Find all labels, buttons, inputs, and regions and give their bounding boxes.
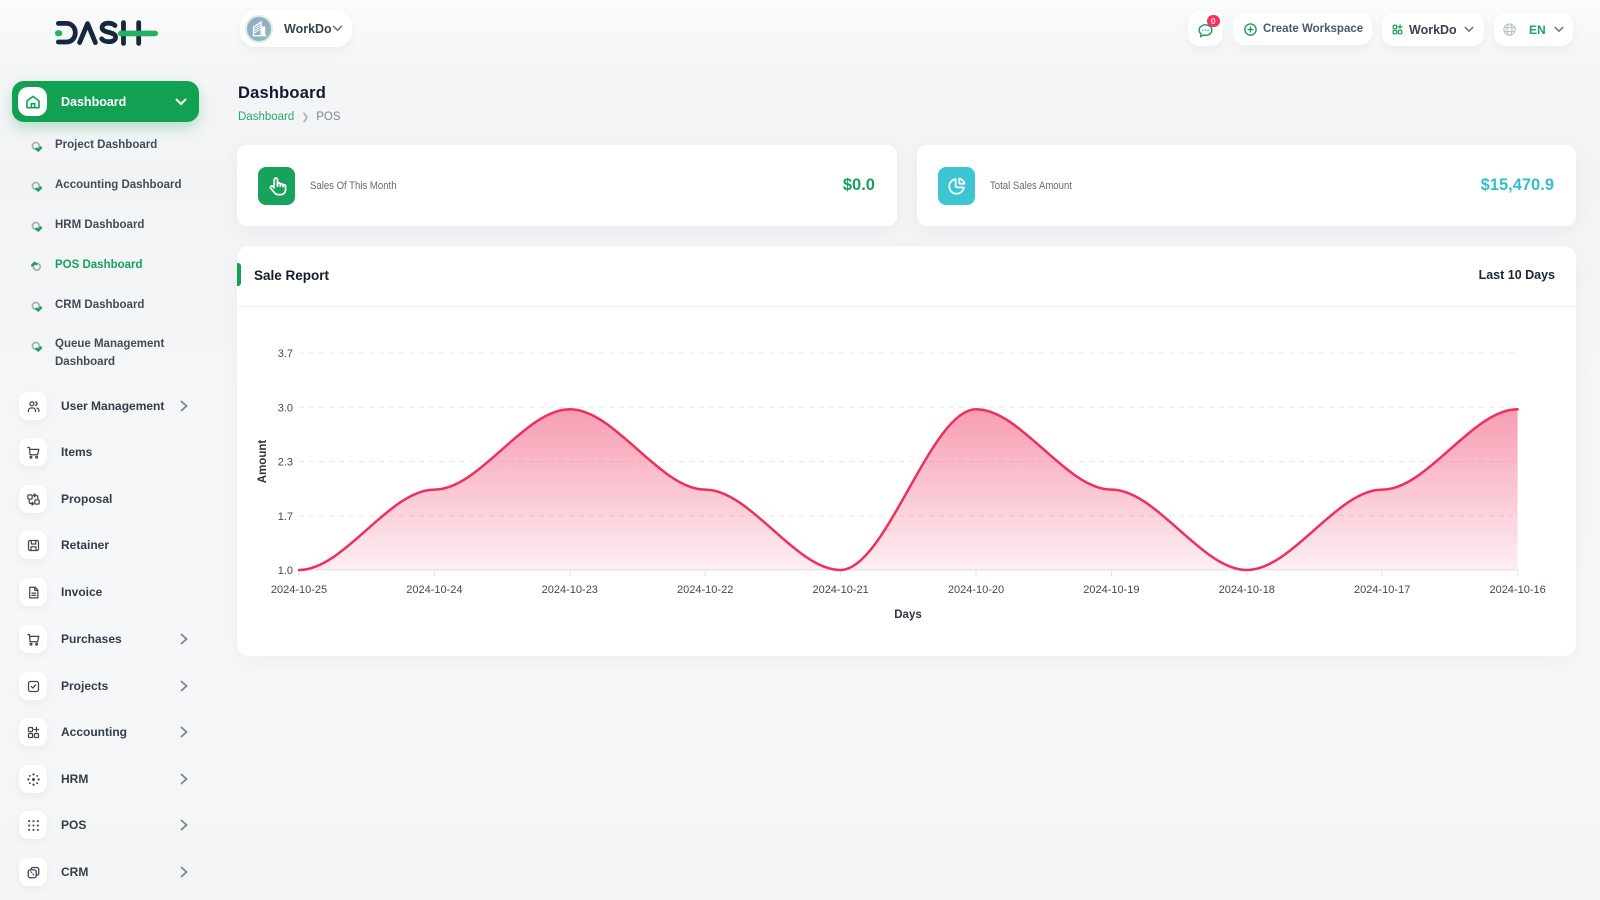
svg-text:2024-10-18: 2024-10-18: [1219, 584, 1275, 596]
svg-text:1.7: 1.7: [278, 511, 293, 523]
svg-text:2024-10-23: 2024-10-23: [542, 584, 598, 596]
svg-text:Amount: Amount: [257, 440, 269, 484]
svg-text:2024-10-22: 2024-10-22: [677, 584, 733, 596]
svg-text:2024-10-20: 2024-10-20: [948, 584, 1004, 596]
svg-text:3.0: 3.0: [278, 402, 293, 414]
svg-text:2024-10-24: 2024-10-24: [406, 584, 462, 596]
svg-text:Days: Days: [894, 609, 922, 621]
svg-text:2024-10-21: 2024-10-21: [812, 584, 868, 596]
svg-text:2024-10-17: 2024-10-17: [1354, 584, 1410, 596]
svg-text:1.0: 1.0: [278, 565, 293, 577]
svg-text:2024-10-25: 2024-10-25: [271, 584, 327, 596]
svg-text:3.7: 3.7: [278, 348, 293, 360]
svg-text:2.3: 2.3: [278, 457, 293, 469]
svg-text:2024-10-19: 2024-10-19: [1083, 584, 1139, 596]
svg-text:2024-10-16: 2024-10-16: [1489, 584, 1545, 596]
